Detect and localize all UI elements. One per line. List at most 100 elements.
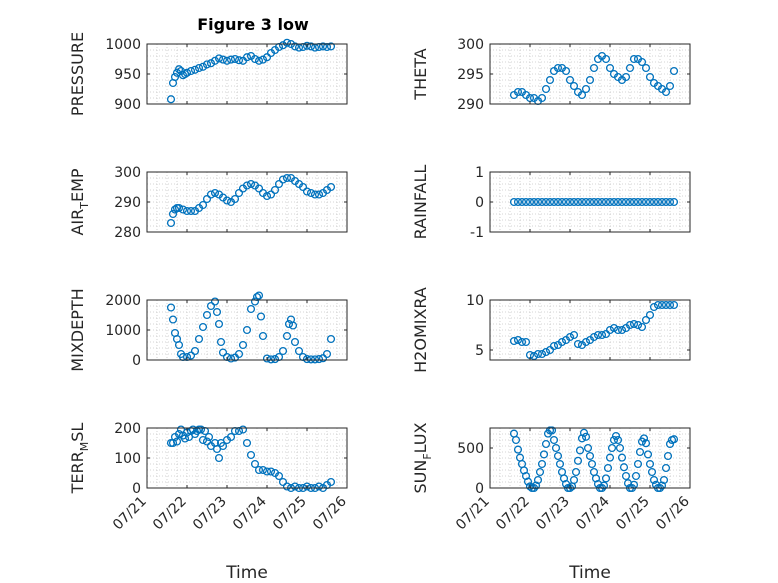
data-point: [282, 38, 292, 47]
data-point: [326, 42, 336, 51]
data-point: [210, 56, 220, 65]
data-point: [597, 330, 607, 340]
data-point: [579, 428, 589, 437]
data-point: [565, 75, 575, 85]
series-theta: [509, 51, 679, 106]
series-rainfall: [509, 197, 679, 207]
data-point: [242, 325, 252, 335]
data-point: [278, 175, 288, 184]
data-point: [549, 341, 559, 351]
data-point: [621, 197, 631, 207]
data-point: [525, 482, 535, 491]
data-point: [190, 346, 200, 356]
data-point: [166, 218, 176, 228]
data-point: [242, 53, 252, 62]
y-tick-label: 2000: [105, 293, 141, 309]
data-point: [278, 346, 288, 356]
data-point: [645, 197, 655, 207]
data-point: [657, 300, 667, 310]
data-point: [278, 41, 288, 50]
data-point: [250, 459, 260, 469]
data-point: [274, 179, 284, 189]
data-point: [188, 425, 198, 434]
data-point: [665, 81, 675, 91]
data-point: [653, 300, 663, 310]
data-point: [270, 185, 280, 195]
data-point: [254, 184, 264, 193]
data-point: [661, 463, 671, 473]
data-point: [625, 63, 635, 73]
data-point: [256, 312, 266, 321]
data-point: [553, 63, 563, 73]
data-point: [661, 197, 671, 207]
y-axis-label: RAINFALL: [411, 165, 430, 240]
data-point: [553, 197, 563, 207]
data-point: [194, 334, 204, 344]
data-point: [633, 197, 643, 207]
data-point: [537, 349, 547, 359]
y-axis-label: THETA: [411, 48, 430, 100]
data-point: [613, 325, 623, 335]
data-point: [284, 319, 294, 329]
y-tick-label: 290: [114, 195, 141, 211]
y-tick-label: 300: [114, 165, 141, 181]
data-point: [569, 197, 579, 207]
data-point: [266, 190, 276, 199]
data-point: [601, 54, 611, 64]
data-point: [218, 55, 228, 64]
data-point: [254, 291, 264, 300]
data-point: [585, 75, 595, 85]
data-point: [198, 322, 208, 332]
data-point: [603, 463, 613, 473]
data-point: [174, 340, 184, 350]
data-point: [282, 173, 292, 183]
data-point: [643, 450, 653, 459]
data-point: [513, 335, 523, 345]
data-point: [226, 55, 236, 64]
data-point: [282, 482, 292, 491]
data-point: [302, 482, 312, 491]
data-point: [659, 475, 669, 485]
data-point: [601, 474, 611, 483]
y-tick-label: 0: [475, 481, 484, 497]
data-point: [621, 471, 631, 481]
data-point: [541, 84, 551, 94]
data-point: [589, 197, 599, 207]
data-point: [597, 197, 607, 207]
y-axis-label: AIRTEMP: [68, 168, 91, 235]
data-point: [607, 443, 617, 453]
data-point: [172, 437, 182, 446]
data-point: [633, 320, 643, 330]
data-point: [657, 197, 667, 207]
data-point: [206, 190, 216, 199]
data-point: [238, 425, 248, 434]
data-point: [649, 197, 659, 207]
data-point: [513, 87, 523, 97]
data-point: [641, 197, 651, 207]
data-point: [258, 331, 268, 341]
data-point: [218, 348, 228, 357]
data-point: [633, 459, 643, 469]
data-point: [178, 205, 188, 214]
data-point: [318, 42, 328, 51]
y-tick-label: 280: [114, 225, 141, 241]
data-point: [669, 435, 679, 444]
data-point: [266, 467, 276, 476]
data-point: [645, 459, 655, 469]
data-point: [170, 72, 180, 82]
data-point: [230, 54, 240, 64]
data-point: [541, 197, 551, 207]
data-point: [242, 181, 252, 190]
data-point: [609, 323, 619, 333]
data-point: [326, 334, 336, 344]
data-point: [561, 66, 571, 76]
data-point: [645, 72, 655, 82]
y-tick-label: 950: [114, 67, 141, 83]
y-tick-label: 200: [114, 421, 141, 437]
data-point: [198, 62, 208, 71]
data-point: [326, 477, 336, 487]
data-point: [585, 197, 595, 207]
data-point: [549, 197, 559, 207]
data-point: [665, 300, 675, 310]
data-point: [647, 467, 657, 477]
